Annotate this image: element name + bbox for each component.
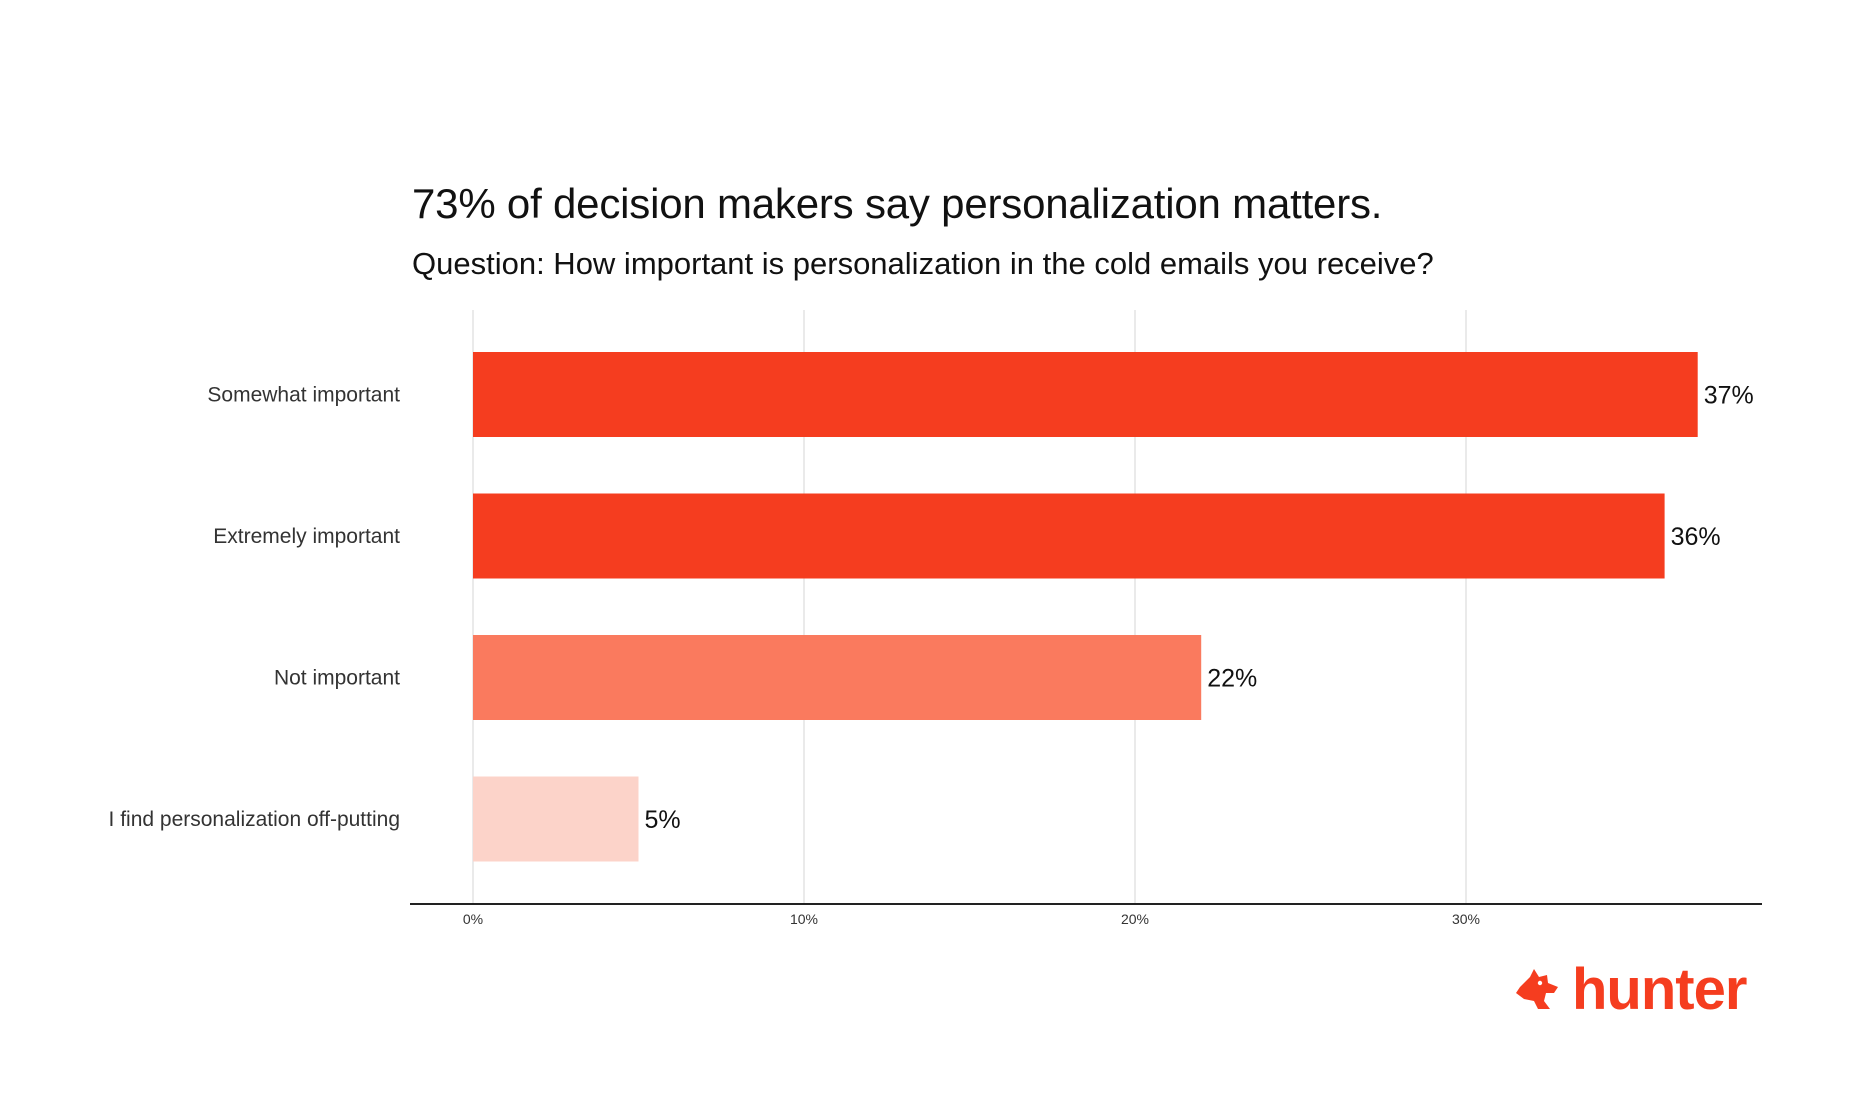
category-label: Not important bbox=[274, 667, 400, 690]
category-label: Extremely important bbox=[213, 525, 400, 548]
bar bbox=[473, 352, 1698, 437]
brand-name: hunter bbox=[1572, 957, 1747, 1022]
data-label: 22% bbox=[1207, 665, 1257, 693]
fox-icon bbox=[1516, 969, 1558, 1009]
data-label: 5% bbox=[645, 806, 681, 834]
category-label: Somewhat important bbox=[207, 384, 400, 407]
hunter-logo: hunter bbox=[1514, 957, 1747, 1022]
labels: 0% 10% 20% 30% Somewhat important 37% Extremel… bbox=[109, 382, 1754, 928]
x-tick-label: 30% bbox=[1452, 911, 1480, 927]
bars bbox=[473, 352, 1698, 862]
category-label: I find personalization off-putting bbox=[109, 808, 400, 831]
data-label: 37% bbox=[1704, 382, 1754, 410]
chart-subtitle: Question: How important is personalizati… bbox=[412, 246, 1434, 281]
bar bbox=[473, 493, 1665, 579]
bar bbox=[473, 635, 1202, 720]
bar bbox=[473, 776, 639, 862]
chart-title: 73% of decision makers say personalizati… bbox=[412, 180, 1383, 227]
data-label: 36% bbox=[1671, 523, 1721, 551]
x-tick-label: 20% bbox=[1121, 911, 1149, 927]
x-tick-label: 10% bbox=[790, 911, 818, 927]
x-tick-label: 0% bbox=[463, 911, 483, 927]
